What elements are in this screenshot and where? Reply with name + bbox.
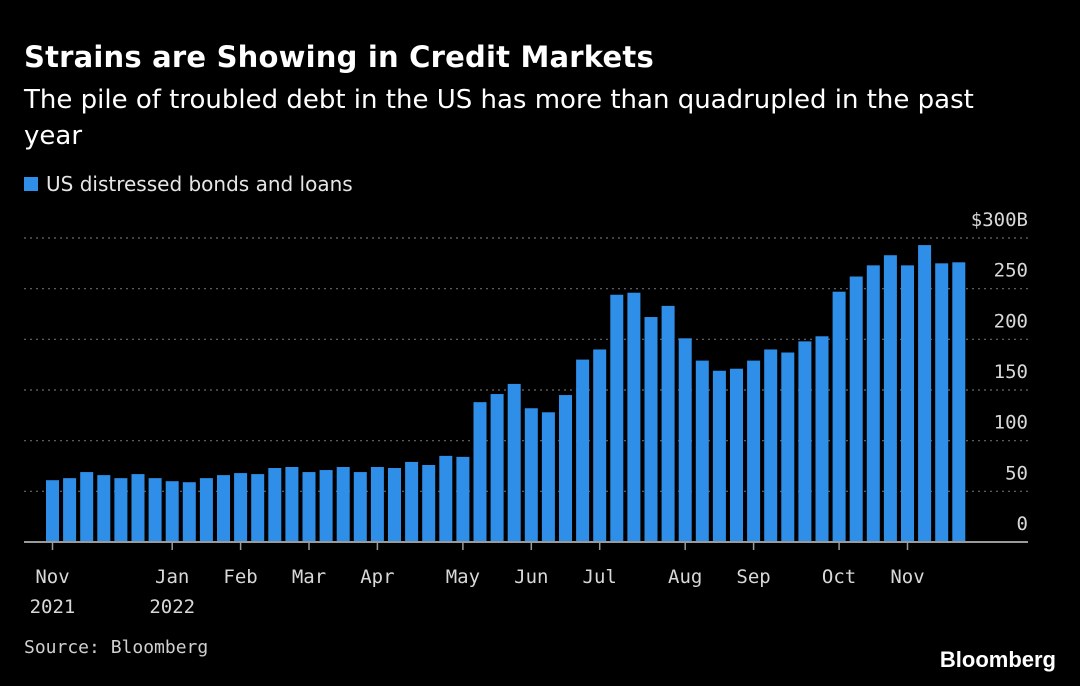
y-tick-label: 200 [994, 310, 1028, 332]
bar [63, 478, 77, 542]
bar [695, 360, 709, 542]
bar [336, 467, 350, 542]
legend-label: US distressed bonds and loans [46, 172, 353, 196]
bar [217, 475, 230, 542]
bar [80, 472, 94, 542]
bar [490, 394, 504, 542]
bar [182, 482, 196, 542]
bar [524, 408, 538, 542]
bar [712, 370, 726, 542]
x-tick-label: Nov [890, 566, 924, 588]
x-tick-label: Apr [360, 566, 394, 588]
y-tick-label: 250 [994, 260, 1028, 282]
chart-title: Strains are Showing in Credit Markets [24, 40, 654, 74]
bar [473, 402, 487, 542]
x-tick-label: Aug [668, 566, 702, 588]
bar [901, 265, 914, 542]
bar [234, 473, 248, 542]
bar [747, 360, 761, 542]
bar [849, 276, 863, 542]
x-tick-label: Jul [583, 566, 617, 588]
bar [661, 305, 675, 542]
x-tick-label: Nov [35, 566, 69, 588]
bar [439, 455, 453, 542]
bar [422, 464, 436, 542]
x-tick-label: Sep [736, 566, 770, 588]
bar [251, 474, 265, 542]
bar [114, 478, 128, 542]
bar [935, 263, 949, 542]
bar [883, 255, 897, 542]
bar [764, 349, 778, 542]
legend-swatch [24, 177, 38, 191]
bar [405, 461, 419, 542]
bar [131, 474, 145, 542]
x-tick-label: Oct [822, 566, 856, 588]
bar [165, 481, 179, 542]
bar [781, 352, 795, 542]
bar [46, 480, 59, 542]
bar [268, 468, 282, 542]
bar [644, 317, 658, 542]
bar [593, 349, 607, 542]
x-tick-label: May [446, 566, 480, 588]
x-tick-label: Feb [223, 566, 257, 588]
bar [576, 359, 590, 542]
legend: US distressed bonds and loans [24, 172, 353, 196]
y-tick-label: $300B [971, 209, 1028, 231]
source-note: Source: Bloomberg [24, 637, 209, 658]
y-tick-label: 150 [994, 361, 1028, 383]
y-tick-label: 0 [1017, 513, 1028, 535]
x-tick-label: Jan [155, 566, 189, 588]
bar [559, 395, 572, 542]
bloomberg-logo: Bloomberg [939, 647, 1056, 672]
bar [199, 478, 213, 542]
bar [866, 265, 880, 542]
bar [815, 336, 829, 542]
bar [302, 472, 316, 542]
x-tick-sublabel: 2022 [149, 596, 195, 618]
y-tick-label: 50 [1005, 462, 1028, 484]
bar [541, 412, 555, 542]
bar [610, 294, 624, 542]
x-tick-label: Mar [292, 566, 326, 588]
bar [832, 291, 846, 542]
chart-subtitle: The pile of troubled debt in the US has … [24, 85, 974, 151]
bar [730, 368, 743, 542]
bar [918, 245, 932, 543]
bar [627, 292, 641, 542]
y-tick-label: 100 [994, 412, 1028, 434]
bar [97, 475, 111, 542]
bar [798, 341, 812, 542]
bar [388, 468, 401, 542]
bar [456, 456, 470, 542]
bar [353, 472, 367, 542]
bar [370, 467, 384, 542]
bar [285, 467, 299, 542]
bar [319, 470, 333, 542]
x-tick-label: Jun [514, 566, 548, 588]
x-tick-sublabel: 2021 [30, 596, 76, 618]
bar [507, 383, 521, 542]
bar [678, 338, 692, 542]
bar [148, 478, 162, 542]
bar [952, 262, 966, 542]
